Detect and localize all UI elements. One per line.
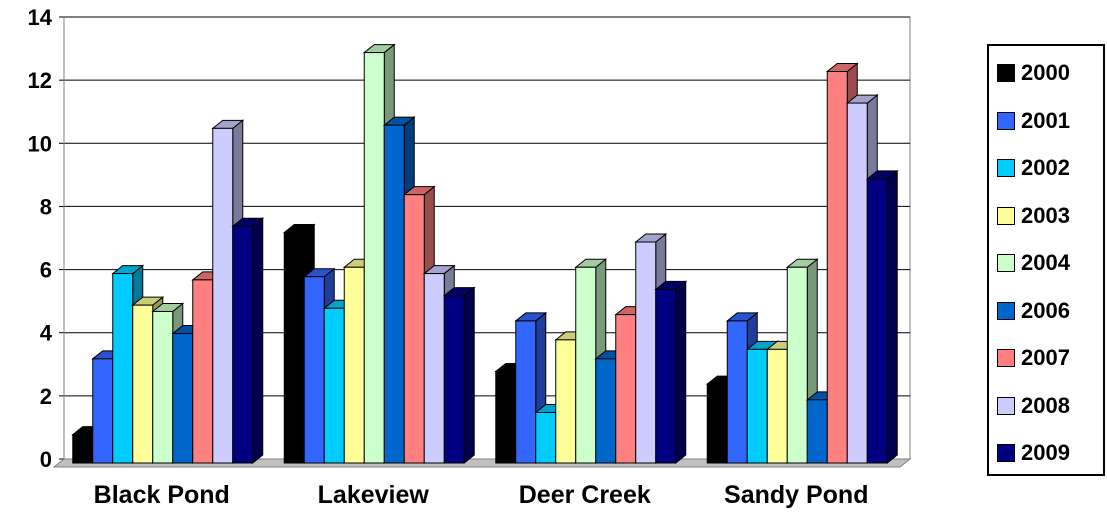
bar-2004-sandy-pond — [786, 266, 808, 464]
bar-2008-black-pond — [212, 127, 234, 464]
bar-2006-sandy-pond — [806, 399, 828, 464]
bar-2008-sandy-pond — [846, 102, 868, 464]
bar-2004-deer-creek — [575, 266, 597, 464]
x-category-label: Lakeview — [318, 481, 430, 509]
bar-2001-deer-creek — [515, 320, 537, 464]
legend-label: 2008 — [1021, 392, 1070, 418]
bar-side — [252, 217, 264, 465]
bar-2000-deer-creek — [495, 370, 517, 464]
bar-2001-black-pond — [92, 358, 114, 464]
bar-2004-lakeview — [363, 52, 385, 464]
legend-item-2006: 2006 — [997, 292, 1070, 330]
legend-item-2004: 2004 — [997, 244, 1070, 282]
y-tick-label: 8 — [40, 194, 52, 219]
legend-item-2002: 2002 — [997, 149, 1070, 187]
y-tick-label: 2 — [40, 384, 52, 409]
legend-label: 2003 — [1021, 202, 1070, 228]
y-tick-label: 6 — [40, 258, 52, 283]
bar-side — [463, 286, 475, 465]
legend-item-2009: 2009 — [997, 434, 1070, 472]
legend-item-2007: 2007 — [997, 339, 1070, 377]
bar-2009-black-pond — [232, 225, 254, 464]
bar-2009-lakeview — [443, 295, 465, 464]
chart-floor — [52, 458, 912, 468]
legend-label: 2002 — [1021, 155, 1070, 180]
y-tick-label: 10 — [28, 131, 52, 156]
legend-label: 2006 — [1021, 297, 1070, 323]
bar-2007-lakeview — [403, 194, 425, 464]
bar-2006-deer-creek — [595, 358, 617, 464]
bar-2004-black-pond — [152, 310, 174, 464]
legend-swatch — [997, 111, 1015, 130]
legend-label: 2001 — [1021, 107, 1070, 133]
legend-swatch — [997, 444, 1015, 462]
chart-legend: 2000 2001 2002 2003 2004 2006 2007 2008 2009 — [987, 44, 1105, 476]
y-tick-label: 4 — [40, 321, 53, 346]
bar-2002-black-pond — [112, 273, 134, 464]
legend-item-2008: 2008 — [997, 387, 1070, 425]
bar-2002-lakeview — [323, 307, 345, 464]
bar-side — [886, 169, 898, 465]
legend-swatch — [997, 254, 1015, 272]
legend-swatch — [997, 396, 1015, 415]
bar-2003-lakeview — [343, 266, 365, 464]
legend-label: 2000 — [1021, 60, 1070, 85]
bar-2003-black-pond — [132, 304, 154, 464]
x-category-label: Sandy Pond — [724, 481, 868, 509]
x-category-label: Deer Creek — [519, 481, 651, 509]
legend-swatch — [997, 301, 1015, 320]
bar-2000-sandy-pond — [706, 383, 728, 464]
legend-label: 2009 — [1021, 440, 1070, 465]
legend-swatch — [997, 349, 1015, 367]
bar-2000-lakeview — [283, 232, 305, 464]
bar-2000-black-pond — [72, 434, 94, 464]
legend-swatch — [997, 159, 1015, 177]
y-tick-label: 12 — [28, 68, 52, 93]
bar-2002-deer-creek — [535, 411, 557, 464]
legend-item-2003: 2003 — [997, 197, 1070, 235]
bar-2001-lakeview — [303, 276, 325, 464]
bar-2009-deer-creek — [655, 288, 677, 464]
bar-2002-sandy-pond — [746, 348, 768, 464]
legend-item-2001: 2001 — [997, 102, 1070, 140]
bar-2003-sandy-pond — [766, 348, 788, 464]
bar-2007-black-pond — [192, 279, 214, 464]
bar-side — [675, 280, 687, 465]
bar-2008-deer-creek — [635, 241, 657, 464]
legend-swatch — [997, 64, 1015, 82]
bar-2001-sandy-pond — [726, 320, 748, 464]
legend-swatch — [997, 206, 1015, 225]
bar-2009-sandy-pond — [866, 178, 888, 464]
x-category-label: Black Pond — [94, 481, 230, 509]
bar-2006-lakeview — [383, 124, 405, 464]
bar-2008-lakeview — [423, 273, 445, 464]
bar-2003-deer-creek — [555, 339, 577, 464]
bar-2007-sandy-pond — [826, 71, 848, 464]
legend-item-2000: 2000 — [997, 54, 1070, 92]
legend-label: 2007 — [1021, 345, 1070, 370]
bar-chart-plot: 0 2 4 6 8 10 12 14 Black Pond Lakeview Deer Creek S… — [28, 5, 912, 509]
bar-2006-black-pond — [172, 333, 194, 464]
legend-label: 2004 — [1021, 250, 1070, 275]
y-tick-label: 0 — [40, 447, 52, 472]
y-tick-label: 14 — [28, 5, 53, 30]
bar-2007-deer-creek — [615, 314, 637, 464]
